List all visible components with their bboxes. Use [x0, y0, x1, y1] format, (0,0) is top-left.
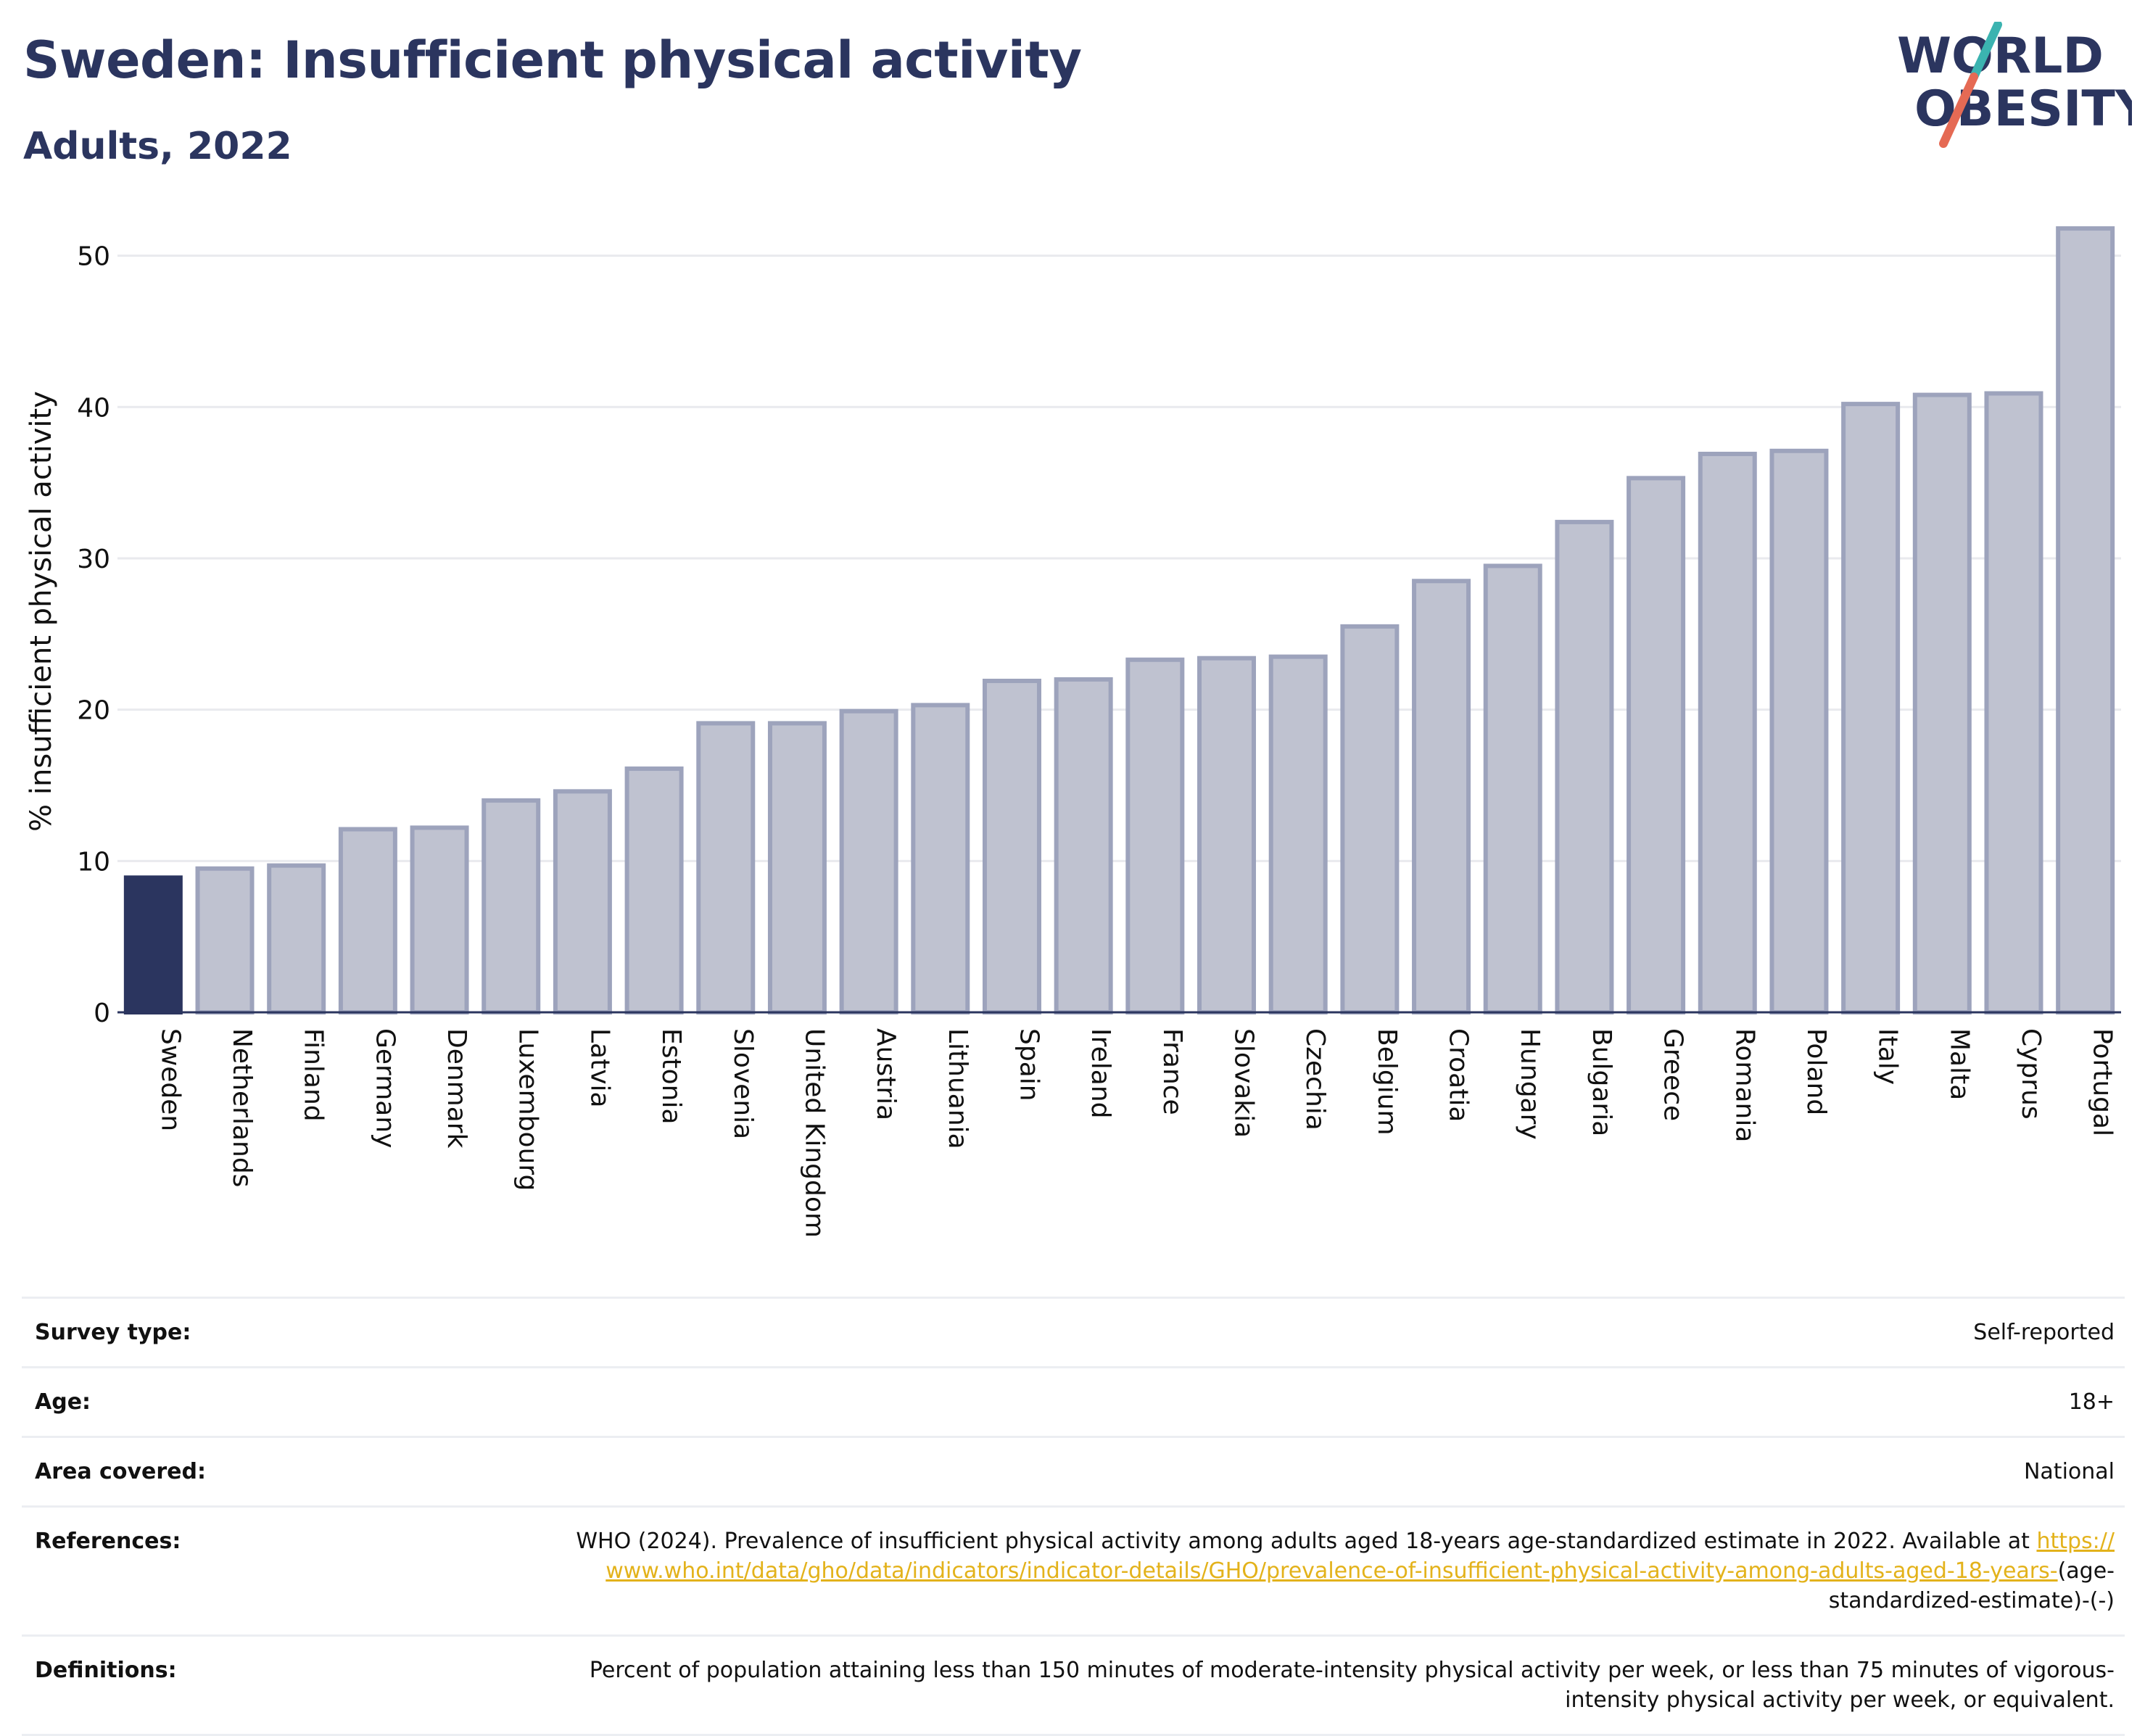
references-text: WHO (2024). Prevalence of insufficient p… — [576, 1529, 2030, 1554]
page-subtitle: Adults, 2022 — [23, 125, 292, 168]
bar-czechia — [1268, 654, 1328, 1014]
bar-croatia — [1412, 579, 1471, 1014]
bar-luxembourg — [482, 798, 541, 1014]
bar-latvia — [553, 789, 612, 1014]
references-suffix: (age-standardized-estimate)-(-) — [1828, 1558, 2115, 1613]
bar-slovakia — [1197, 656, 1257, 1014]
references-link[interactable]: https://www.who.int/data/gho/data/indica… — [606, 1529, 2115, 1584]
meta-row-area: Area covered: National — [22, 1436, 2125, 1505]
bar-germany — [338, 827, 397, 1014]
logo-slash-top — [1970, 22, 2002, 81]
x-tick-label: Portugal — [2088, 1028, 2117, 1136]
x-tick-label: Hungary — [1515, 1028, 1545, 1140]
bar-ireland — [1054, 677, 1113, 1014]
x-tick-label: United Kingdom — [799, 1028, 829, 1238]
area-value: National — [2023, 1459, 2115, 1484]
x-tick-label: Cyprus — [2016, 1028, 2046, 1120]
bar-estonia — [624, 766, 684, 1014]
x-tick-label: Denmark — [442, 1028, 471, 1149]
age-label: Age: — [35, 1389, 91, 1415]
bar-denmark — [410, 825, 469, 1014]
x-tick-label: Finland — [299, 1028, 328, 1122]
page-title: Sweden: Insufficient physical activity — [23, 30, 1082, 90]
bar-belgium — [1340, 624, 1400, 1014]
bar-malta — [1912, 392, 1972, 1014]
references-value: WHO (2024). Prevalence of insufficient p… — [570, 1526, 2115, 1616]
bar-united-kingdom — [767, 721, 827, 1015]
world-obesity-logo: WORLD OBESITY — [1897, 22, 2132, 148]
x-tick-label: Belgium — [1372, 1028, 1402, 1136]
survey-type-value: Self-reported — [1973, 1320, 2115, 1345]
x-tick-label: Netherlands — [227, 1028, 257, 1187]
definitions-label: Definitions: — [35, 1658, 177, 1683]
meta-row-definitions: Definitions: Percent of population attai… — [22, 1634, 2125, 1736]
bar-poland — [1769, 448, 1829, 1014]
y-tick-label: 30 — [77, 545, 110, 574]
bar-austria — [839, 708, 898, 1014]
bar-france — [1125, 657, 1185, 1014]
bar-lithuania — [911, 703, 970, 1014]
area-label: Area covered: — [35, 1459, 206, 1484]
x-tick-label: Ireland — [1086, 1028, 1115, 1119]
y-axis-label: % insufficient physical activity — [25, 391, 58, 832]
bar-finland — [267, 863, 326, 1014]
x-tick-label: Croatia — [1444, 1028, 1474, 1122]
bar-hungary — [1483, 563, 1542, 1014]
meta-row-survey-type: Survey type: Self-reported — [22, 1297, 2125, 1366]
x-tick-label: Italy — [1873, 1028, 1903, 1085]
bar-chart: 0 10 20 30 40 50 Sweden Netherlands Finland Germa… — [25, 226, 2121, 1238]
bar-portugal — [2056, 226, 2115, 1015]
y-tick-label: 10 — [77, 847, 110, 877]
y-tick-label: 20 — [77, 696, 110, 726]
references-label: References: — [35, 1529, 181, 1554]
bar-greece — [1627, 476, 1686, 1015]
y-tick-label: 0 — [94, 999, 110, 1028]
x-tick-label: Germany — [370, 1028, 400, 1148]
y-tick-label: 50 — [77, 242, 110, 272]
x-tick-label: Bulgaria — [1587, 1028, 1616, 1136]
x-tick-label: Slovakia — [1229, 1028, 1259, 1138]
x-tick-label: Sweden — [155, 1028, 185, 1131]
bar-slovenia — [696, 721, 756, 1015]
x-tick-label: Czechia — [1300, 1028, 1330, 1131]
logo-slash-bottom — [1939, 73, 1978, 148]
x-tick-label: Poland — [1801, 1028, 1831, 1115]
x-tick-label: Austria — [871, 1028, 901, 1120]
x-tick-label: Luxembourg — [513, 1028, 543, 1191]
bar-bulgaria — [1555, 519, 1614, 1014]
bar-sweden — [123, 875, 183, 1014]
survey-type-label: Survey type: — [35, 1320, 191, 1345]
y-tick-label: 40 — [77, 393, 110, 423]
x-tick-label: Lithuania — [943, 1028, 972, 1149]
bar-spain — [982, 678, 1041, 1014]
x-tick-label: Latvia — [584, 1028, 614, 1108]
logo-text-world: WORLD — [1897, 28, 2104, 85]
x-tick-label: France — [1157, 1028, 1187, 1115]
bar-netherlands — [195, 866, 255, 1014]
bar-italy — [1841, 402, 1901, 1014]
x-tick-label: Spain — [1014, 1028, 1043, 1101]
meta-row-references: References: WHO (2024). Prevalence of in… — [22, 1505, 2125, 1634]
x-tick-label: Malta — [1944, 1028, 1974, 1100]
x-tick-label: Estonia — [656, 1028, 686, 1125]
bar-romania — [1698, 451, 1757, 1014]
definitions-value: Percent of population attaining less tha… — [589, 1658, 2115, 1713]
metadata-table: Survey type: Self-reported Age: 18+ Area… — [22, 1297, 2125, 1736]
bar-cyprus — [1984, 391, 2043, 1014]
meta-row-age: Age: 18+ — [22, 1366, 2125, 1436]
x-tick-label: Greece — [1658, 1028, 1688, 1121]
x-tick-label: Slovenia — [728, 1028, 758, 1139]
age-value: 18+ — [2068, 1389, 2115, 1415]
x-tick-label: Romania — [1729, 1028, 1759, 1142]
